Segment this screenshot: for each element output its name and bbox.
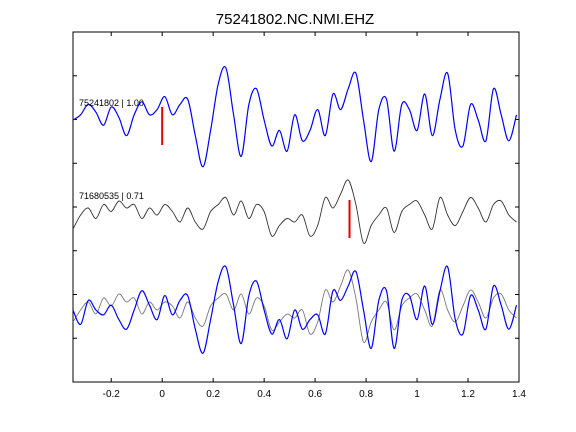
trace-3: [72, 269, 517, 343]
trace-label-master: 75241802 | 1.00: [79, 98, 144, 108]
x-tick-label: 0.2: [206, 389, 220, 400]
traces: [72, 66, 518, 354]
x-tick-label: 1.2: [461, 389, 475, 400]
x-tick-label: 1.4: [512, 389, 526, 400]
chart-title: 75241802.NC.NMI.EHZ: [216, 11, 374, 28]
x-tick-label: 0.6: [308, 389, 322, 400]
x-axis: -0.2 0 0.2 0.4 0.6 0.8 1 1.2 1.4: [103, 32, 526, 400]
trace-0: [72, 66, 518, 168]
trace-label-correlated: 71680535 | 0.71: [79, 191, 144, 201]
x-tick-label: 0: [159, 389, 165, 400]
x-tick-label: 0.4: [257, 389, 271, 400]
trace-2: [72, 265, 518, 354]
plot-frame: [72, 31, 520, 383]
x-tick-label: 0.8: [359, 389, 373, 400]
trace-1: [72, 179, 517, 244]
x-tick-label: 1: [414, 389, 420, 400]
phase-picks: [161, 107, 351, 238]
x-tick-label: -0.2: [103, 389, 121, 400]
